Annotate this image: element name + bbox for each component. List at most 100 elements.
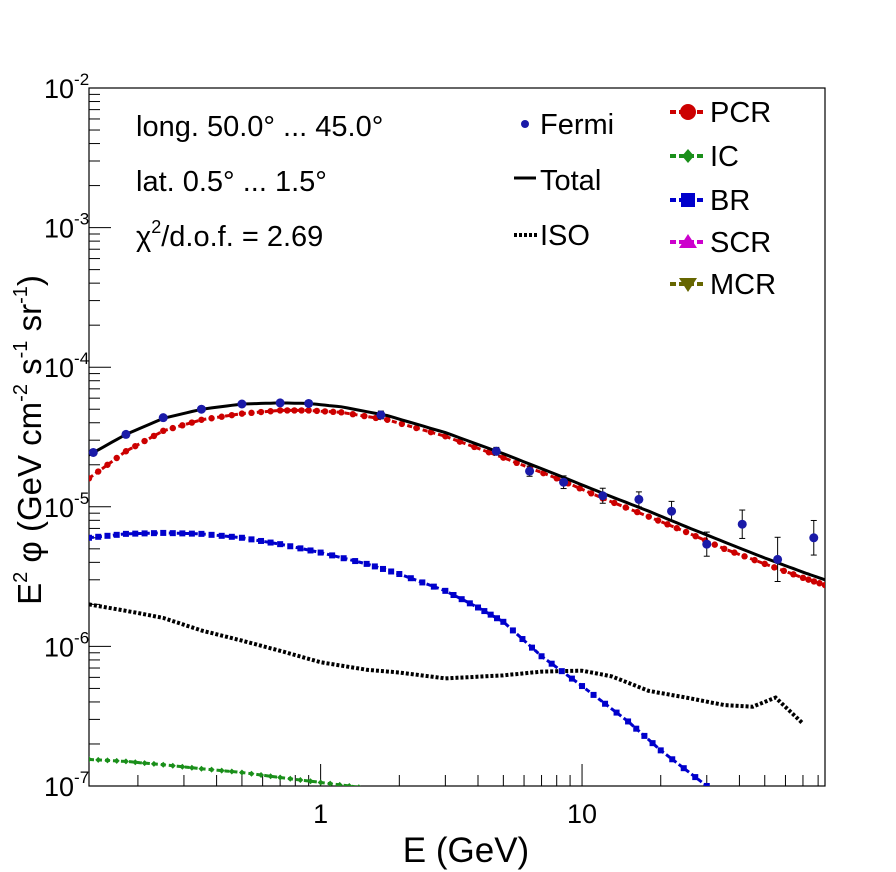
br-marker [188, 530, 195, 537]
br-marker [208, 531, 215, 538]
fermi-point [702, 539, 712, 549]
ic-marker [141, 760, 148, 767]
pcr-marker [329, 408, 337, 416]
ic-marker [287, 775, 294, 782]
pcr-marker [810, 578, 818, 585]
ic-marker [258, 771, 265, 778]
y-title-close: ) [11, 275, 48, 286]
br-marker [500, 618, 507, 625]
pcr-marker [485, 449, 493, 456]
br-marker [579, 683, 586, 690]
fermi-point [88, 447, 98, 457]
series-br-line [89, 531, 708, 786]
fermi-point [275, 398, 285, 408]
br-marker [238, 534, 245, 541]
pcr-marker [122, 448, 130, 455]
pcr-marker [513, 459, 520, 467]
pcr-marker [711, 541, 718, 548]
pcr-marker [179, 422, 186, 429]
pcr-marker [298, 407, 305, 414]
pcr-marker [361, 412, 368, 420]
fermi-point [737, 519, 747, 529]
br-marker [487, 611, 494, 618]
fermi-point [304, 398, 314, 408]
pcr-marker [95, 468, 102, 475]
series-iso-line [89, 602, 805, 726]
br-marker [228, 533, 235, 540]
br-marker [150, 530, 157, 537]
pcr-marker [721, 545, 728, 553]
br-marker [307, 547, 314, 554]
legend-total-label: Total [540, 165, 601, 197]
pcr-marker [799, 574, 807, 582]
ic-marker [198, 765, 205, 772]
y-title-sup-sr: -1 [10, 286, 32, 304]
br-marker [277, 541, 284, 548]
pcr-marker [576, 485, 583, 492]
series-ic-line [89, 757, 359, 786]
pcr-marker [291, 407, 298, 414]
ic-marker [113, 757, 120, 764]
latitude-annotation: lat. 0.5° ... 1.5° [136, 166, 327, 198]
y-title-sup-2: 2 [10, 572, 32, 583]
br-marker [430, 583, 437, 590]
br-marker [558, 668, 565, 675]
pcr-marker [384, 416, 391, 423]
br-marker [669, 756, 676, 763]
br-marker [179, 530, 186, 537]
br-marker [450, 592, 457, 599]
pcr-marker [500, 454, 507, 461]
chi-suffix: /d.o.f. = 2.69 [161, 221, 323, 253]
pcr-marker [338, 409, 345, 416]
pcr-marker [805, 576, 812, 583]
fermi-point [491, 446, 501, 456]
y-title-s: s [11, 358, 48, 375]
br-marker [649, 740, 656, 747]
pcr-marker [349, 410, 357, 418]
br-marker [396, 571, 403, 578]
br-marker [538, 653, 545, 660]
ic-marker [188, 764, 195, 771]
ic-marker [317, 779, 324, 786]
pcr-marker [821, 581, 825, 589]
series-total-line [89, 401, 825, 582]
legend-iso-label: ISO [540, 220, 590, 252]
legend-ic-label: IC [710, 141, 739, 173]
pcr-marker [276, 407, 284, 414]
pcr-marker [682, 528, 690, 536]
pcr-marker [313, 407, 321, 415]
pcr-marker [238, 410, 246, 417]
ic-marker [218, 767, 225, 774]
fermi-point [525, 466, 535, 476]
pcr-marker [305, 407, 312, 414]
y-title-units: (GeV cm [11, 402, 48, 532]
y-tick-label: 10-7 [44, 768, 89, 802]
y-tick-label: 10-4 [44, 349, 89, 383]
pcr-marker [169, 424, 176, 432]
legend-pcr-label: PCR [710, 97, 771, 129]
br-marker [590, 691, 597, 698]
br-marker [703, 783, 710, 786]
br-marker [248, 536, 255, 543]
pcr-marker [413, 424, 420, 432]
fermi-point [196, 404, 206, 414]
legend-left: Fermi Total ISO [514, 109, 614, 252]
pcr-marker [611, 499, 618, 507]
br-marker [297, 545, 304, 552]
pcr-marker [771, 564, 778, 571]
pcr-marker [622, 504, 629, 511]
br-marker [458, 596, 465, 603]
chi-superscript: 2 [151, 217, 161, 237]
pcr-marker [208, 415, 215, 422]
ic-marker [160, 761, 167, 768]
ic-marker [228, 768, 235, 775]
fermi-point [634, 494, 644, 504]
pcr-marker [645, 513, 652, 520]
br-marker [494, 615, 501, 622]
ic-marker [248, 770, 255, 777]
ic-marker [277, 774, 284, 781]
ic-marker [267, 773, 274, 780]
pcr-marker [427, 428, 435, 436]
br-marker [113, 531, 120, 538]
y-title-sr: sr [11, 304, 48, 332]
